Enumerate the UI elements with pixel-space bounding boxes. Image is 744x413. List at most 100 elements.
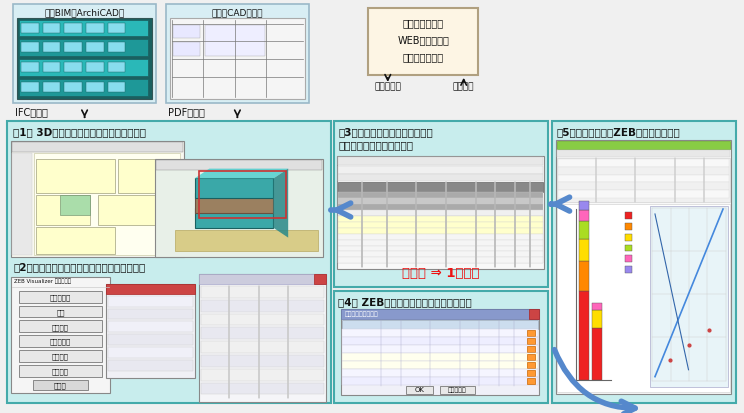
Bar (19, 365, 102, 377)
Bar (155, 159, 323, 257)
Text: により大幅な作業時間短縮: により大幅な作業時間短縮 (339, 140, 414, 150)
Text: WEBプログラム: WEBプログラム (397, 36, 449, 45)
Bar (108, 43, 126, 52)
Bar (333, 291, 548, 403)
Bar (65, 82, 82, 92)
Bar (339, 228, 542, 234)
Text: 名の機能テスト対数: 名の機能テスト対数 (344, 312, 378, 317)
Bar (527, 338, 535, 344)
Bar (202, 369, 324, 381)
Bar (199, 274, 326, 284)
Bar (11, 141, 184, 257)
Bar (42, 62, 60, 72)
Bar (626, 212, 632, 219)
Bar (199, 171, 286, 218)
Text: 閉じる: 閉じる (54, 382, 67, 389)
Bar (626, 223, 632, 230)
Bar (557, 141, 730, 149)
Bar (557, 150, 730, 157)
Bar (108, 296, 193, 306)
Bar (527, 346, 535, 352)
Bar (314, 274, 326, 284)
Bar (342, 345, 538, 353)
Bar (106, 284, 194, 294)
Bar (33, 380, 88, 390)
Bar (170, 18, 305, 99)
Bar (339, 166, 542, 173)
Text: 空・設備品: 空・設備品 (50, 339, 71, 345)
Text: 空ガラス: 空ガラス (52, 354, 69, 360)
Bar (108, 334, 193, 345)
Bar (579, 201, 589, 209)
Bar (558, 166, 729, 175)
Bar (202, 341, 324, 353)
Bar (60, 195, 90, 215)
Bar (156, 160, 321, 170)
Bar (579, 261, 589, 291)
Bar (339, 228, 542, 234)
Bar (86, 23, 104, 33)
Bar (527, 377, 535, 384)
Text: （標準入力法）: （標準入力法） (403, 52, 444, 62)
Bar (626, 255, 632, 262)
Text: IFCデータ: IFCデータ (15, 107, 48, 117)
Bar (557, 140, 731, 394)
Bar (558, 183, 729, 190)
Bar (339, 157, 542, 165)
Bar (592, 310, 602, 328)
Bar (86, 62, 104, 72)
Bar (202, 382, 324, 394)
Bar (557, 204, 730, 392)
Bar (558, 190, 729, 198)
Bar (17, 18, 152, 99)
Bar (202, 328, 324, 339)
Bar (339, 245, 542, 252)
Text: 省エネ基準計算: 省エネ基準計算 (403, 19, 444, 28)
Text: ＜2＞ライブラリデータに設計ノウハウを蓄積: ＜2＞ライブラリデータに設計ノウハウを蓄積 (13, 262, 145, 272)
Bar (592, 328, 602, 380)
Bar (339, 257, 542, 263)
Bar (19, 335, 102, 347)
Bar (19, 20, 148, 36)
Bar (557, 158, 730, 202)
Bar (579, 239, 589, 261)
Bar (194, 193, 273, 213)
Bar (527, 330, 535, 336)
Bar (194, 178, 273, 198)
Bar (19, 59, 148, 76)
Bar (12, 142, 183, 152)
Text: 建材製品: 建材製品 (52, 324, 69, 331)
Bar (558, 159, 729, 166)
Text: 入力データ: 入力データ (374, 82, 401, 91)
Bar (36, 227, 115, 254)
Bar (338, 156, 544, 269)
Bar (202, 286, 324, 298)
Text: 数週間 ⇒ 1日程度: 数週間 ⇒ 1日程度 (403, 267, 480, 280)
Bar (339, 183, 542, 192)
Bar (108, 23, 126, 33)
Bar (579, 209, 589, 221)
Bar (579, 291, 589, 380)
Bar (86, 82, 104, 92)
Bar (339, 192, 542, 198)
Bar (21, 62, 39, 72)
Text: ZEB Visualizer ライブラリ: ZEB Visualizer ライブラリ (14, 278, 71, 284)
Bar (529, 309, 539, 320)
Bar (108, 82, 126, 92)
Bar (108, 360, 193, 371)
Bar (13, 4, 156, 102)
Text: ＜3＞計算入力データの自動生成: ＜3＞計算入力データの自動生成 (339, 127, 433, 137)
Bar (19, 306, 102, 318)
Bar (626, 266, 632, 273)
Bar (342, 329, 538, 337)
Bar (33, 153, 180, 255)
Bar (527, 362, 535, 368)
Bar (339, 210, 542, 216)
Bar (194, 208, 273, 228)
Bar (333, 121, 548, 287)
Bar (199, 274, 326, 402)
Bar (339, 240, 542, 245)
Bar (12, 153, 32, 255)
Bar (339, 245, 542, 252)
Bar (108, 62, 126, 72)
